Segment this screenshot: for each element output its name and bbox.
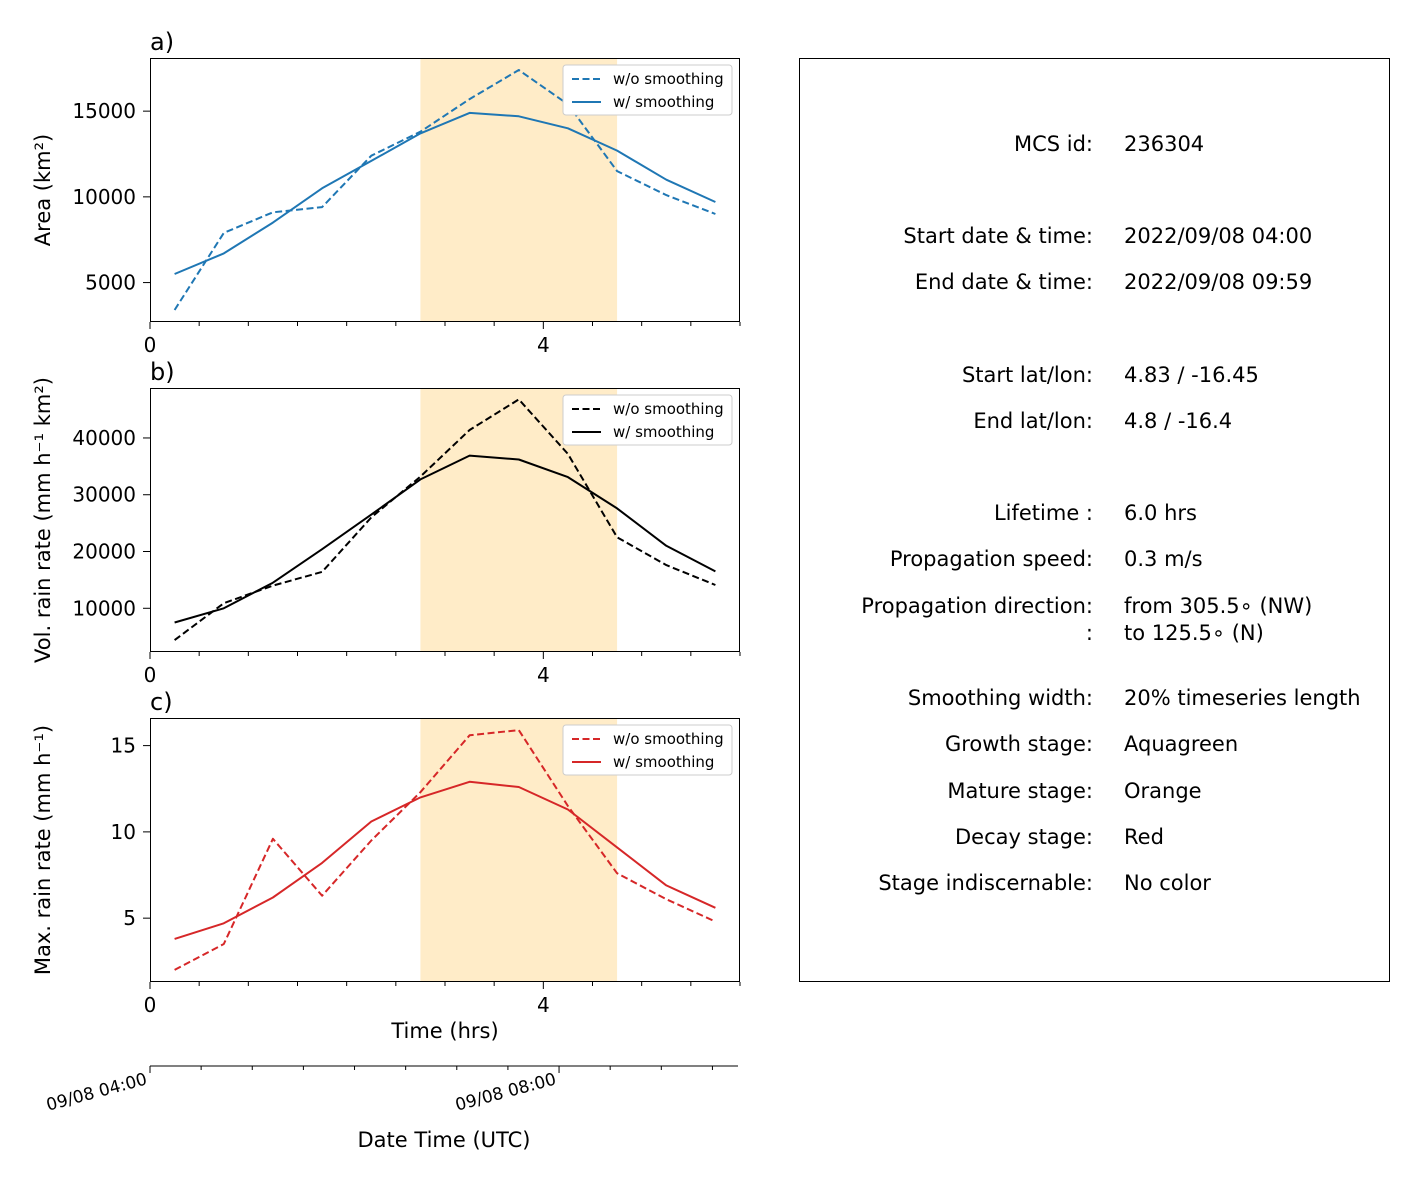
y-tick-label: 20000: [72, 540, 136, 564]
info-row-label: MCS id:: [1014, 132, 1093, 156]
info-row: Start lat/lon: 4.83 / -16.45: [962, 363, 1259, 387]
y-tick-label: 10: [111, 820, 136, 844]
x-tick-label: 4: [537, 993, 550, 1017]
info-row-value: Aquagreen: [1124, 732, 1238, 756]
legend-entry-label: w/o smoothing: [613, 730, 724, 748]
info-row: Stage indiscernable: No color: [878, 871, 1211, 895]
info-row-label: Growth stage:: [945, 732, 1093, 756]
y-tick-label: 5000: [85, 271, 136, 295]
y-tick-label: 10000: [72, 596, 136, 620]
legend: w/o smoothing w/ smoothing: [562, 394, 733, 446]
date-tick-label: 09/08 04:00: [44, 1070, 149, 1116]
y-axis-label: Max. rain rate (mm h⁻¹): [31, 725, 55, 975]
axes-frame: [150, 388, 740, 652]
info-row-label: End date & time:: [915, 270, 1093, 294]
info-row-value: 236304: [1124, 132, 1204, 156]
info-row-value: 0.3 m/s: [1124, 547, 1203, 571]
panel-letter: a): [150, 28, 174, 56]
info-row-label: Stage indiscernable:: [878, 871, 1093, 895]
info-row: Start date & time: 2022/09/08 04:00: [903, 224, 1312, 248]
x-tick-label: 0: [144, 333, 157, 357]
info-row: Propagation speed: 0.3 m/s: [890, 547, 1203, 571]
legend-entry-label: w/ smoothing: [613, 423, 714, 441]
info-row: Propagation direction: from 305.5∘ (NW): [861, 594, 1312, 618]
info-row: MCS id: 236304: [1014, 132, 1204, 156]
y-tick-label: 10000: [72, 185, 136, 209]
info-row-label: Lifetime :: [994, 501, 1093, 525]
info-row-value: 2022/09/08 04:00: [1124, 224, 1312, 248]
y-tick-label: 15: [111, 734, 136, 758]
y-tick-label: 40000: [72, 426, 136, 450]
info-row-label: Smoothing width:: [908, 686, 1093, 710]
info-row-label: Start date & time:: [903, 224, 1093, 248]
panel-c: 0 4 5 10 15 Max. rain rate (mm h⁻¹) c) Time (hr…: [31, 688, 741, 1043]
info-row: Decay stage: Red: [955, 825, 1164, 849]
info-row-value: 6.0 hrs: [1124, 501, 1197, 525]
y-tick-label: 30000: [72, 483, 136, 507]
series-unsmoothed-line: [173, 69, 716, 311]
info-panel-frame: [799, 58, 1390, 982]
series-smoothed-line: [174, 454, 716, 624]
info-row-value: from 305.5∘ (NW): [1124, 594, 1312, 618]
y-tick-label: 15000: [72, 99, 136, 123]
legend-entry-label: w/o smoothing: [613, 70, 724, 88]
datetime-axis: 09/08 04:00 09/08 08:00 Date Time (UTC): [44, 1065, 738, 1152]
panel-a: 0 4 5000 10000 15000 Area (km²) a) w/o smoothin…: [31, 28, 741, 357]
legend: w/o smoothing w/ smoothing: [562, 64, 733, 116]
panel-letter: c): [150, 688, 173, 716]
x-tick-label: 0: [144, 993, 157, 1017]
legend-entry-label: w/ smoothing: [613, 93, 714, 111]
info-panel: MCS id: 236304 Start date & time: 2022/09/0…: [799, 58, 1390, 982]
info-row-label: Decay stage:: [955, 825, 1093, 849]
legend: w/o smoothing w/ smoothing: [562, 724, 733, 776]
series-unsmoothed-line: [174, 729, 716, 971]
info-row-label: Mature stage:: [947, 779, 1093, 803]
info-row: End lat/lon: 4.8 / -16.4: [973, 409, 1232, 433]
info-row-label: :: [1086, 621, 1093, 645]
info-row-label: Start lat/lon:: [962, 363, 1093, 387]
legend-frame: [562, 64, 733, 116]
info-row-value: to 125.5∘ (N): [1124, 621, 1264, 645]
y-tick-label: 5: [123, 906, 136, 930]
info-row-value: 20% timeseries length: [1124, 686, 1361, 710]
x-tick-label: 4: [537, 663, 550, 687]
info-row-label: End lat/lon:: [973, 409, 1093, 433]
legend-frame: [562, 394, 733, 446]
info-row-value: 2022/09/08 09:59: [1124, 270, 1312, 294]
date-tick-label: 09/08 08:00: [453, 1070, 558, 1116]
info-row: Growth stage: Aquagreen: [945, 732, 1238, 756]
info-row: Smoothing width: 20% timeseries length: [908, 686, 1361, 710]
x-tick-label: 0: [144, 663, 157, 687]
y-axis-label: Area (km²): [31, 134, 55, 246]
info-row: : to 125.5∘ (N): [1086, 621, 1264, 645]
y-axis-label: Vol. rain rate (mm h⁻¹ km²): [31, 377, 55, 663]
info-row-value: 4.8 / -16.4: [1124, 409, 1232, 433]
x-axis-label: Time (hrs): [390, 1019, 498, 1043]
axes-frame: [150, 718, 740, 982]
series-smoothed-line: [174, 780, 716, 940]
info-row: Mature stage: Orange: [947, 779, 1201, 803]
axes-frame: [150, 58, 740, 322]
series-smoothed-line: [174, 111, 716, 275]
info-row-label: Propagation speed:: [890, 547, 1093, 571]
info-row-value: 4.83 / -16.45: [1124, 363, 1259, 387]
legend-frame: [562, 724, 733, 776]
info-row-label: Propagation direction:: [861, 594, 1093, 618]
info-row: End date & time: 2022/09/08 09:59: [915, 270, 1312, 294]
panel-b: 0 4 10000 20000 30000 40000 Vol. rain rate (mm…: [31, 358, 741, 687]
info-row: Lifetime : 6.0 hrs: [994, 501, 1197, 525]
info-row-value: Orange: [1124, 779, 1202, 803]
info-row-value: Red: [1124, 825, 1164, 849]
panel-letter: b): [150, 358, 175, 386]
info-row-value: No color: [1124, 871, 1211, 895]
legend-entry-label: w/ smoothing: [613, 753, 714, 771]
x-tick-label: 4: [537, 333, 550, 357]
datetime-axis-label: Date Time (UTC): [358, 1128, 531, 1152]
legend-entry-label: w/o smoothing: [613, 400, 724, 418]
